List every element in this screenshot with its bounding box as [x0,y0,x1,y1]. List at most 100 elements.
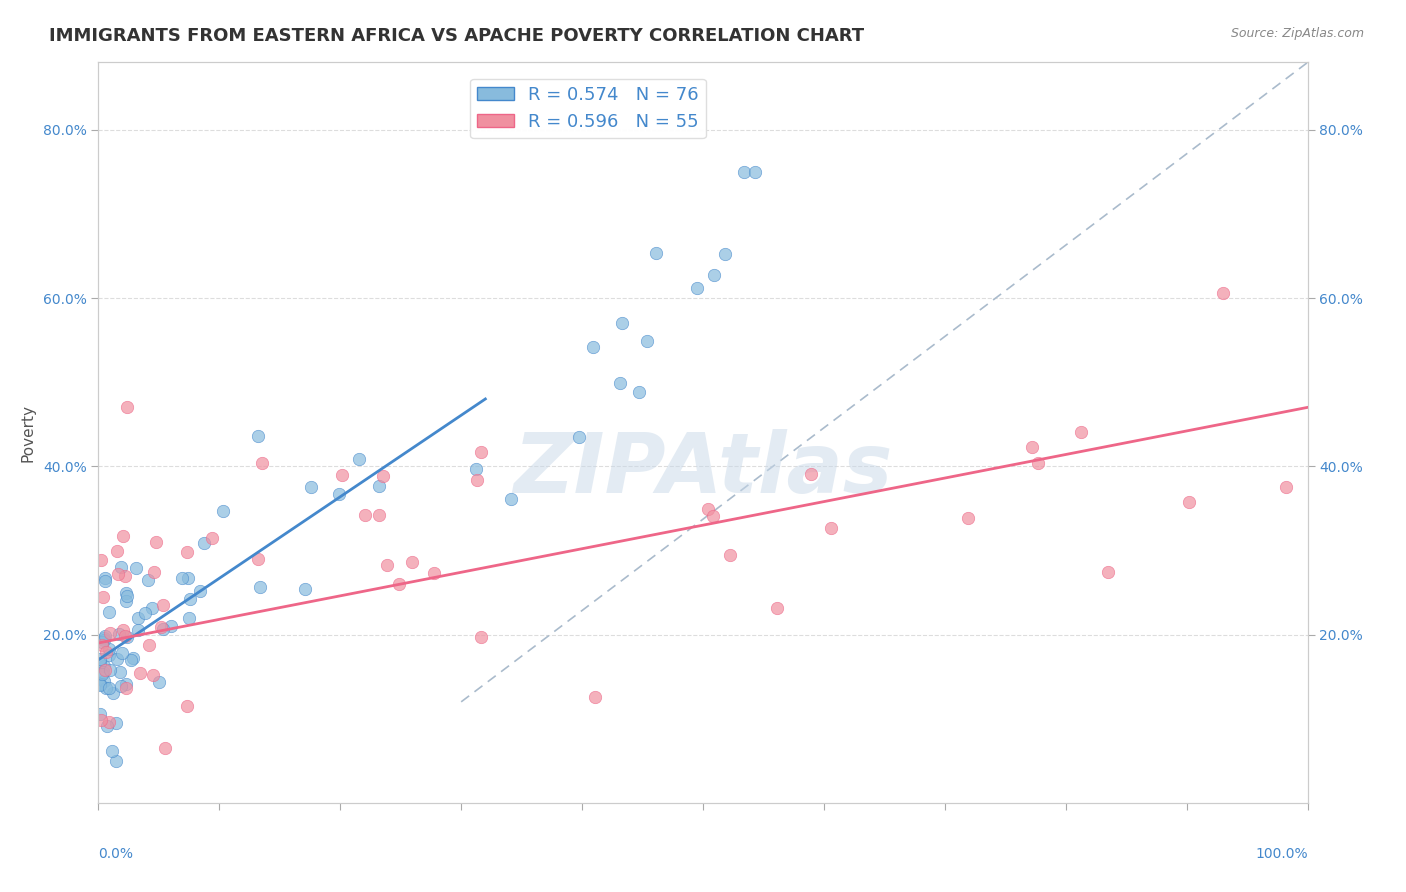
Point [568,430,591,444]
Point [115,681,138,696]
Point [636,334,658,349]
Point [371,468,394,483]
Point [176,545,198,559]
Point [90,667,112,681]
Point [94,664,117,678]
Text: 100.0%: 100.0% [1256,847,1308,861]
Point [93,659,115,673]
Point [353,508,375,522]
Point [609,376,631,390]
Point [115,589,138,603]
Point [110,559,132,574]
Point [91,635,114,649]
Point [1070,425,1092,439]
Point [388,577,411,591]
Point [143,566,166,580]
Point [582,340,605,354]
Point [97,714,120,729]
Point [733,165,755,179]
Point [201,531,224,545]
Legend: R = 0.574   N = 76, R = 0.596   N = 55: R = 0.574 N = 76, R = 0.596 N = 55 [470,78,706,138]
Point [177,571,200,585]
Point [1028,456,1050,470]
Point [957,511,980,525]
Point [176,699,198,714]
Point [820,521,842,535]
Point [377,558,399,572]
Point [401,555,423,569]
Point [470,630,492,644]
Point [97,641,120,656]
Point [93,632,115,647]
Point [718,548,741,562]
Point [152,622,174,636]
Point [583,690,606,704]
Point [686,281,709,295]
Point [94,574,117,588]
Point [697,502,720,516]
Point [368,479,391,493]
Point [299,479,322,493]
Point [98,648,121,662]
Point [702,509,724,524]
Text: IMMIGRANTS FROM EASTERN AFRICA VS APACHE POVERTY CORRELATION CHART: IMMIGRANTS FROM EASTERN AFRICA VS APACHE… [49,27,865,45]
Point [145,535,167,549]
Point [246,428,269,442]
Point [114,629,136,643]
Point [470,445,492,459]
Point [170,571,193,585]
Point [294,582,316,597]
Point [104,754,127,768]
Point [141,600,163,615]
Point [179,611,201,625]
Point [127,611,149,625]
Point [179,592,201,607]
Point [98,681,121,696]
Point [246,552,269,566]
Point [800,467,823,482]
Point [108,626,131,640]
Point [367,508,389,522]
Point [112,529,135,543]
Point [110,679,132,693]
Point [347,451,370,466]
Point [94,645,117,659]
Point [107,566,129,581]
Point [98,663,121,677]
Point [93,628,115,642]
Point [97,605,120,619]
Point [101,744,124,758]
Text: Source: ZipAtlas.com: Source: ZipAtlas.com [1230,27,1364,40]
Point [188,584,211,599]
Point [142,668,165,682]
Point [110,665,132,680]
Text: ZIPAtlas: ZIPAtlas [513,429,893,510]
Point [89,707,111,722]
Point [714,247,737,261]
Point [1212,285,1234,300]
Point [1178,495,1201,509]
Point [1021,440,1043,454]
Point [120,653,142,667]
Point [111,624,134,638]
Y-axis label: Poverty: Poverty [21,403,35,462]
Point [124,561,146,575]
Point [644,246,666,260]
Point [330,467,353,482]
Point [94,681,117,695]
Point [105,544,128,558]
Point [703,268,725,283]
Point [1097,566,1119,580]
Point [89,652,111,666]
Point [105,652,128,666]
Point [423,566,446,581]
Point [249,581,271,595]
Point [115,631,138,645]
Point [127,623,149,637]
Point [111,646,134,660]
Point [101,686,124,700]
Point [114,676,136,690]
Point [465,473,488,487]
Point [1275,480,1298,494]
Point [250,456,273,470]
